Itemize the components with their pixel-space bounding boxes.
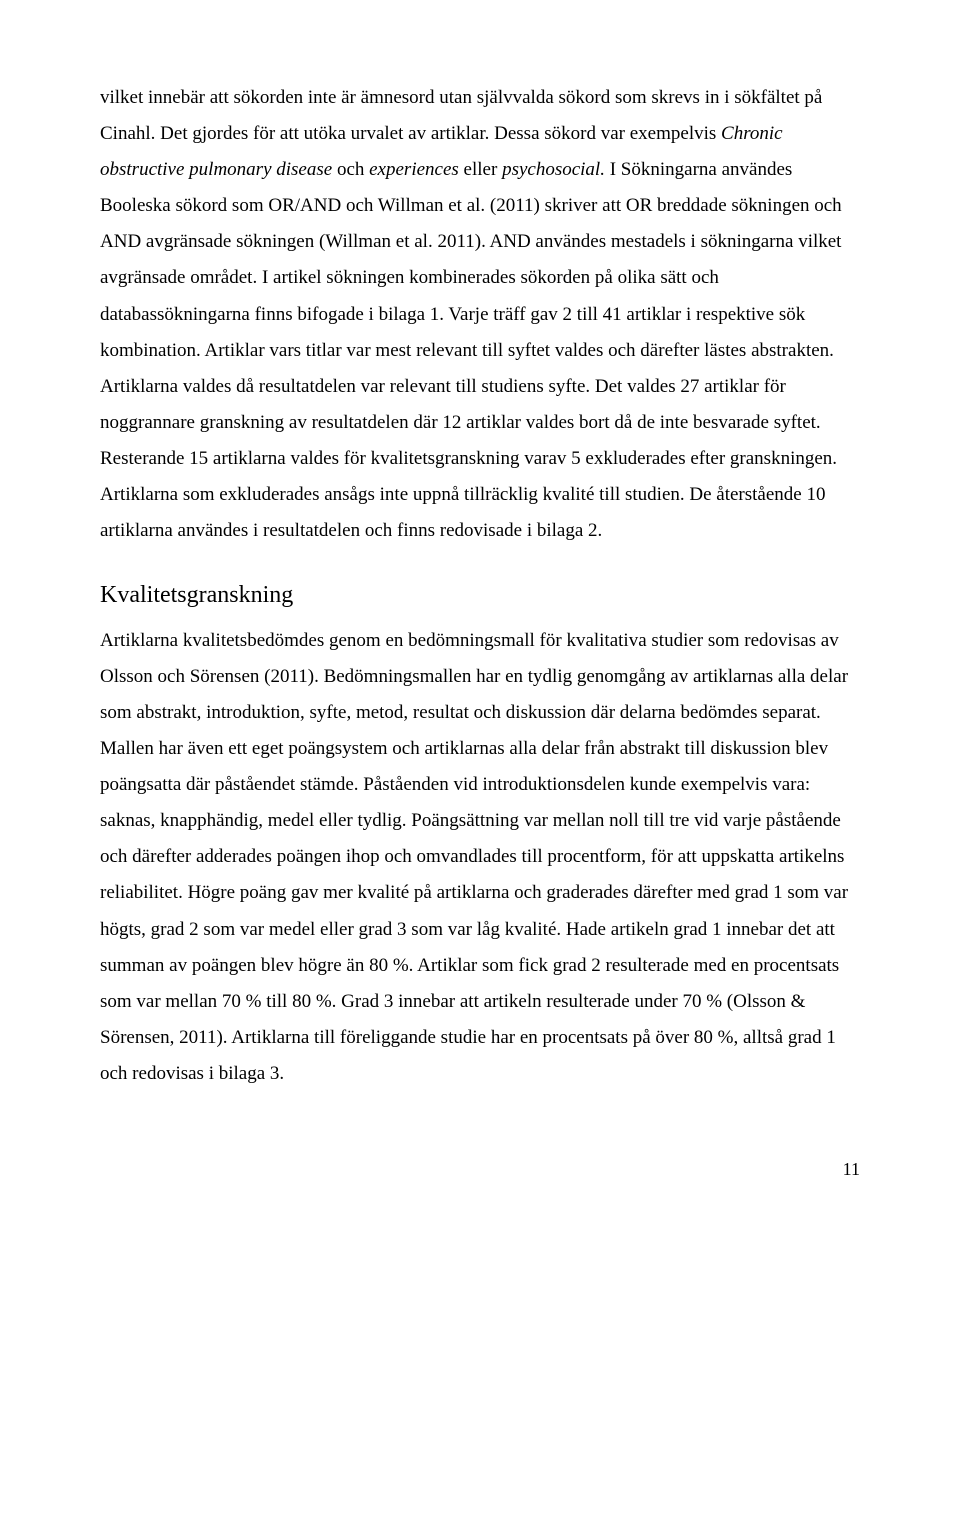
p1-text-4: I Sökningarna användes Booleska sökord s…: [100, 159, 842, 541]
p1-italic-2: experiences: [369, 159, 459, 180]
paragraph-2: Artiklarna kvalitetsbedömdes genom en be…: [100, 623, 860, 1092]
page-number: 11: [100, 1152, 860, 1186]
p1-text-2: och: [332, 159, 369, 180]
p1-text-1: vilket innebär att sökorden inte är ämne…: [100, 87, 822, 144]
paragraph-1: vilket innebär att sökorden inte är ämne…: [100, 80, 860, 549]
p1-text-3: eller: [459, 159, 502, 180]
p1-italic-3: psychosocial.: [502, 159, 605, 180]
document-page: vilket innebär att sökorden inte är ämne…: [0, 0, 960, 1246]
heading-kvalitetsgranskning: Kvalitetsgranskning: [100, 573, 860, 619]
